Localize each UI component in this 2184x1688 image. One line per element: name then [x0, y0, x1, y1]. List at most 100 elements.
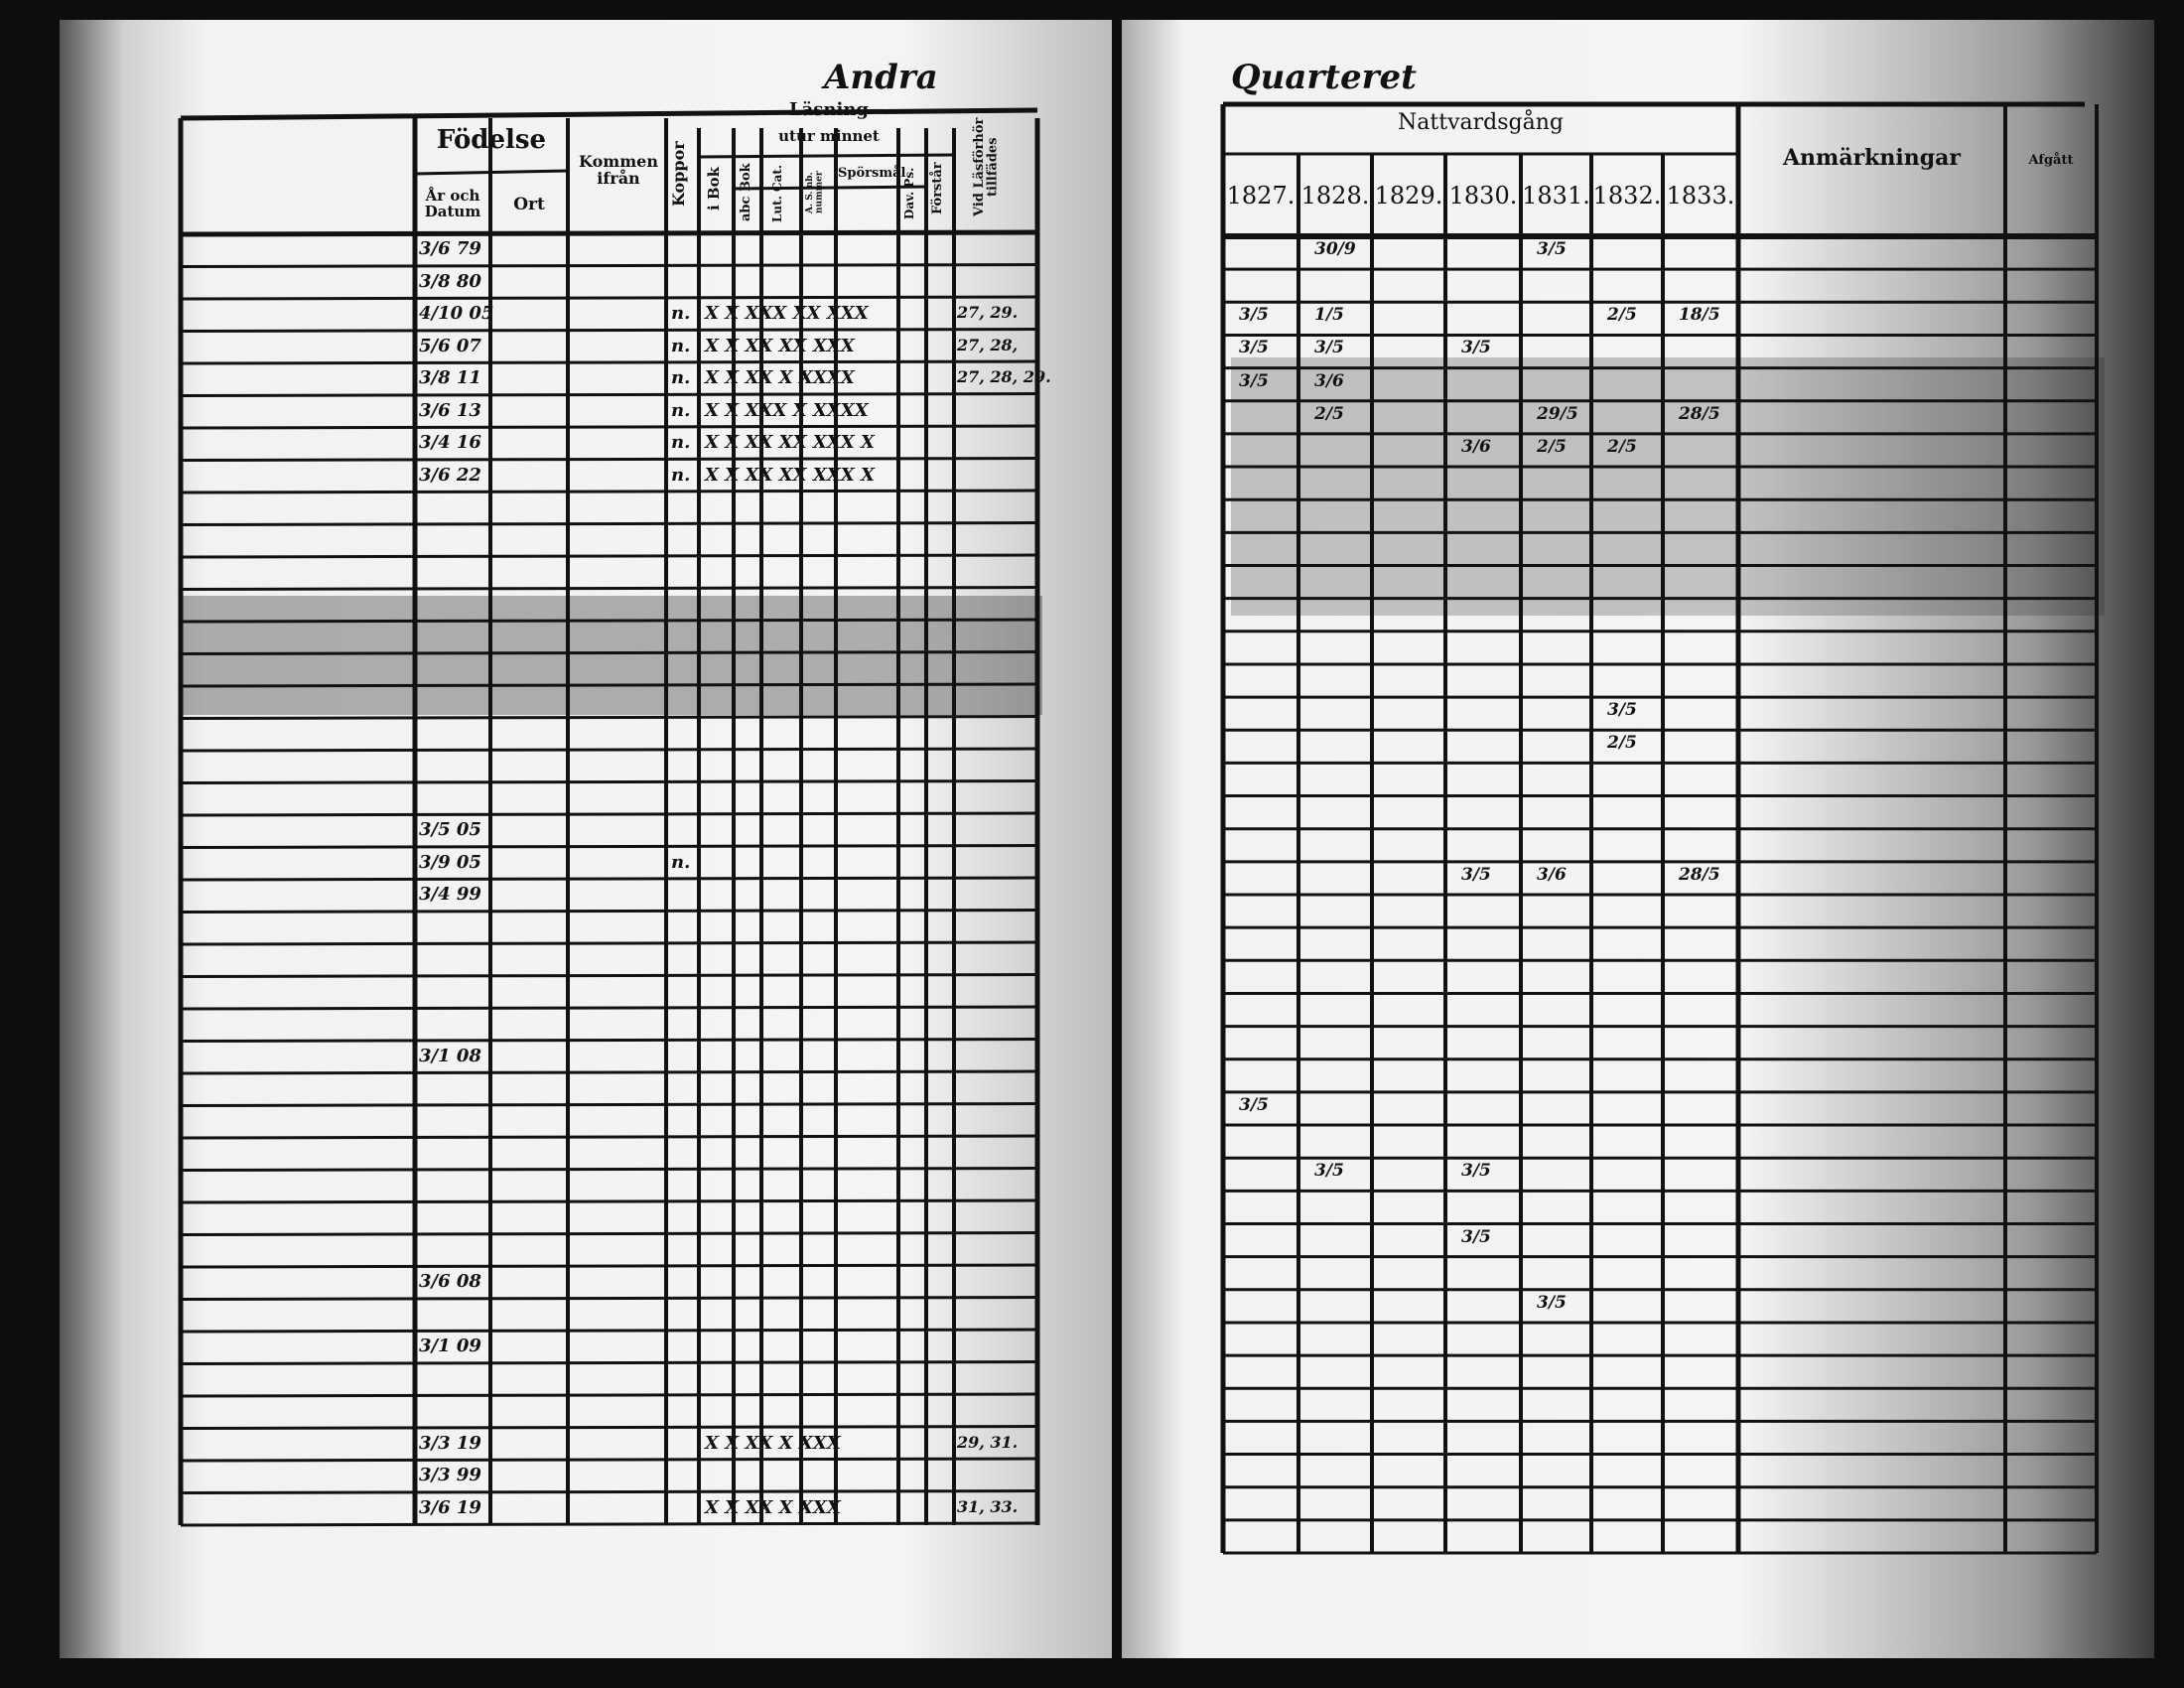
birth-date: 3/6 13 — [419, 399, 481, 421]
birth-date: 3/6 08 — [419, 1271, 481, 1292]
koppor-mark: n. — [671, 335, 691, 356]
heading-right: Quarteret — [1231, 58, 1417, 97]
row-rule — [180, 263, 1038, 268]
header-vid-lasforhor: Vid Läsförhör tillfädes — [972, 117, 1001, 216]
birth-date: 5/6 07 — [419, 335, 481, 356]
lasforhor-years: 31, 33. — [957, 1496, 1019, 1516]
birth-date: 3/6 22 — [419, 464, 481, 486]
birth-date: 3/3 99 — [419, 1465, 481, 1485]
row-rule — [180, 1198, 1038, 1204]
communion-date: 2/5 — [1607, 733, 1637, 754]
header-rule — [698, 153, 955, 159]
reading-marks: X X XXX X XXXX — [705, 399, 869, 421]
communion-date: 3/5 — [1314, 1161, 1344, 1182]
row-rule — [180, 586, 1038, 591]
communion-date: 3/6 — [1461, 436, 1491, 457]
heading-left: Andra — [824, 58, 938, 97]
birth-date: 3/4 16 — [419, 432, 481, 453]
year-header: 1833. — [1666, 182, 1735, 210]
header-afgatt: Afgått — [2028, 153, 2074, 168]
communion-date: 3/5 — [1239, 305, 1269, 326]
communion-date: 3/5 — [1537, 239, 1567, 259]
year-header: 1828. — [1300, 182, 1370, 210]
header-ar-och-datum: År och Datum — [424, 187, 481, 220]
communion-date: 3/5 — [1461, 864, 1491, 885]
communion-date: 2/5 — [1537, 436, 1567, 457]
row-rule — [180, 457, 1038, 462]
row-rule — [180, 1005, 1038, 1011]
header-fodelse: Födelse — [436, 125, 547, 155]
koppor-mark: n. — [671, 303, 691, 324]
communion-date: 2/5 — [1314, 403, 1344, 424]
row-rule — [180, 618, 1038, 624]
reading-marks: X X XXX XX XXX — [705, 303, 869, 324]
row-rule — [180, 489, 1038, 494]
row-rule — [180, 328, 1038, 333]
reading-marks: X X XX XX XXX X — [705, 464, 875, 486]
reading-marks: X X XX XX XXX X — [705, 432, 875, 453]
year-header: 1827. — [1226, 182, 1296, 210]
row-rule — [180, 682, 1038, 688]
communion-date: 2/5 — [1607, 436, 1637, 457]
communion-date: 3/6 — [1314, 370, 1344, 391]
header-rule — [414, 169, 569, 176]
koppor-mark: n. — [671, 399, 691, 421]
birth-date: 3/6 79 — [419, 238, 481, 259]
row-rule — [180, 295, 1038, 301]
row-rule — [180, 715, 1038, 720]
communion-date: 3/6 — [1537, 864, 1567, 885]
koppor-mark: n. — [671, 432, 691, 453]
reading-marks: X X XX X XXXX — [705, 367, 855, 388]
communion-date: 18/5 — [1679, 305, 1720, 326]
birth-date: 3/3 19 — [419, 1432, 481, 1454]
communion-date: 3/5 — [1461, 1226, 1491, 1247]
row-rule — [180, 940, 1038, 946]
communion-date: 28/5 — [1679, 864, 1720, 885]
header-utur-minnet: utur minnet — [778, 127, 880, 145]
year-header: 1829. — [1374, 182, 1443, 210]
communion-date: 2/5 — [1607, 305, 1637, 326]
header-koppor: Koppor — [669, 141, 688, 207]
header-sporsmal: Spörsmål — [838, 166, 906, 181]
row-rule — [180, 1102, 1038, 1107]
reading-marks: X X XX XX XXX — [705, 335, 855, 356]
row-rule — [180, 1392, 1038, 1398]
reading-marks: X X XX X XXX — [705, 1496, 841, 1518]
communion-date: 3/5 — [1314, 338, 1344, 358]
row-rule — [180, 1263, 1038, 1269]
row-rule — [180, 973, 1038, 978]
birth-date: 3/4 99 — [419, 884, 481, 905]
row-rule — [180, 1457, 1038, 1463]
reading-marks: X X XX X XXX — [705, 1432, 841, 1454]
year-header: 1832. — [1592, 182, 1662, 210]
header-abc-bok: abc Bok — [739, 163, 753, 222]
row-rule — [180, 844, 1038, 849]
row-rule — [180, 553, 1038, 559]
row-rule — [180, 650, 1038, 655]
row-rule — [180, 1328, 1038, 1334]
communion-date: 3/5 — [1537, 1292, 1567, 1313]
row-rule — [180, 909, 1038, 914]
row-rule — [180, 1521, 1038, 1527]
communion-date: 3/5 — [1239, 1094, 1269, 1115]
communion-date: 29/5 — [1537, 403, 1578, 424]
row-rule — [180, 811, 1038, 817]
row-rule — [180, 1069, 1038, 1075]
lasforhor-years: 29, 31. — [957, 1432, 1019, 1452]
header-forstar: Förstår — [930, 162, 945, 215]
row-rule — [180, 392, 1038, 397]
row-rule — [180, 521, 1038, 526]
row-rule — [180, 1231, 1038, 1236]
right-page — [1122, 20, 2154, 1658]
row-rule — [180, 1489, 1038, 1494]
birth-date: 3/5 05 — [419, 819, 481, 840]
header-anmarkningar: Anmärkningar — [1782, 145, 1961, 171]
row-rule — [180, 424, 1038, 430]
lasforhor-years: 27, 29. — [957, 303, 1019, 322]
birth-date: 3/8 11 — [419, 367, 481, 388]
header-kommen-ifran: Kommen ifrån — [579, 152, 658, 188]
koppor-mark: n. — [671, 464, 691, 486]
table-top-rule — [180, 107, 1038, 121]
communion-date: 3/5 — [1239, 370, 1269, 391]
